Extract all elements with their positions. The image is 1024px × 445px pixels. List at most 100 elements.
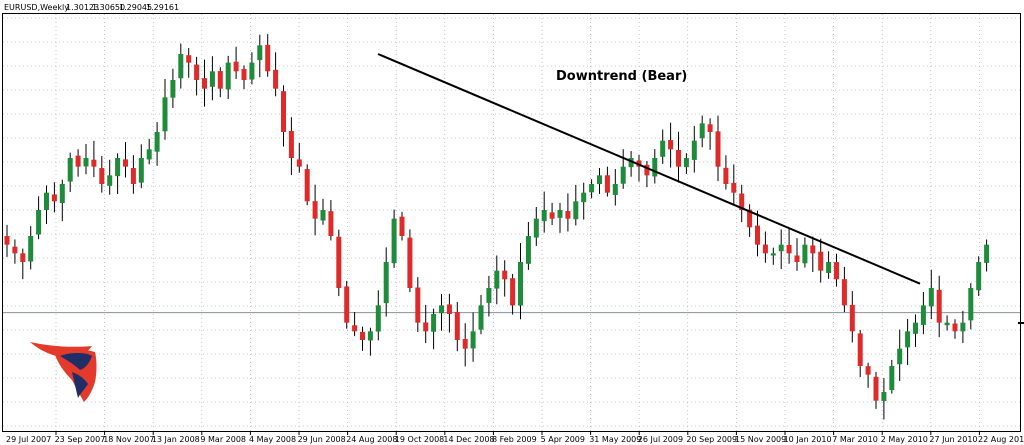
candle-bull (494, 270, 500, 289)
candle-bull (699, 123, 705, 139)
candle-bear (241, 68, 247, 80)
x-tick-label: 8 Feb 2009 (492, 435, 537, 444)
candle-bear (296, 159, 302, 167)
x-tick-label: 20 Sep 2009 (686, 435, 737, 444)
candle-bear (604, 175, 610, 193)
x-tick-label: 27 Jun 2010 (929, 435, 977, 444)
candle-bull (28, 236, 34, 262)
candle-bear (857, 333, 863, 366)
candle-bear (407, 237, 413, 288)
candle-bull (589, 184, 595, 193)
bull-logo (30, 342, 97, 402)
candle-bull (928, 288, 934, 307)
candle-bull (431, 314, 437, 332)
candle-bear (130, 168, 136, 184)
candle-bear (273, 69, 279, 89)
candle-bear (873, 376, 879, 401)
candle-bull (881, 392, 887, 402)
candle-bear (644, 164, 650, 176)
candle-bull (976, 262, 982, 291)
candle-bull (573, 201, 579, 220)
candle-bear (794, 255, 800, 262)
candle-bear (91, 159, 97, 167)
candle-bear (762, 244, 768, 254)
candle-bear (707, 124, 713, 132)
x-tick-label: 18 Nov 2007 (103, 435, 154, 444)
candle-bear (415, 287, 421, 323)
candle-bull (486, 288, 492, 303)
candle-bull (162, 97, 168, 132)
x-tick-label: 23 Sep 2007 (55, 435, 106, 444)
candle-bull (968, 288, 974, 321)
x-tick-label: 7 Mar 2010 (832, 435, 878, 444)
candlestick-series (4, 34, 990, 420)
candle-bear (668, 140, 674, 150)
candle-bull (383, 262, 389, 304)
candle-bull (107, 175, 113, 186)
candle-bear (51, 194, 57, 202)
candle-bear (936, 289, 942, 323)
candle-bear (344, 286, 350, 323)
candle-bear (202, 78, 207, 89)
candle-bull (170, 80, 176, 98)
candle-bull (67, 158, 73, 182)
candle-bull (557, 210, 563, 218)
candle-bear (328, 211, 334, 236)
candle-bull (115, 158, 121, 177)
candle-bear (186, 55, 192, 63)
candle-bull (770, 253, 776, 256)
candle-bull (889, 366, 895, 391)
candle-bull (541, 210, 547, 222)
candle-bull (257, 45, 263, 61)
candle-bear (755, 225, 760, 245)
downtrend-annotation: Downtrend (Bear) (556, 69, 687, 84)
candle-bear (288, 130, 294, 158)
chart-title: EURUSD,Weekly (4, 3, 69, 12)
candle-bull (470, 331, 476, 349)
candle-bull (778, 244, 784, 252)
candle-bull (691, 140, 697, 160)
candle-bear (99, 168, 105, 184)
candle-bull (138, 158, 144, 183)
ohlc-low: 1.29045 (119, 3, 152, 12)
downtrend-line (377, 53, 921, 285)
x-tick-label: 10 Jan 2010 (784, 435, 832, 444)
candle-bull (178, 54, 184, 79)
candle-bull (320, 210, 326, 221)
candle-bear (818, 251, 824, 271)
x-tick-label: 24 Aug 2008 (346, 435, 397, 444)
candle-bull (249, 62, 255, 80)
candle-bull (391, 218, 397, 264)
candle-bear (841, 279, 847, 306)
candle-bear (810, 245, 816, 254)
candle-bear (423, 322, 429, 332)
candle-bull (83, 158, 89, 167)
x-tick-label: 5 Apr 2009 (541, 435, 585, 444)
candle-bull (478, 305, 484, 330)
candle-bear (510, 278, 516, 306)
candle-bull (533, 218, 539, 238)
candle-bull (59, 184, 65, 204)
x-tick-label: 19 Oct 2008 (395, 435, 444, 444)
candle-bear (565, 211, 571, 219)
candle-bull (597, 175, 602, 185)
candle-bull (518, 262, 523, 306)
candle-bull (612, 184, 618, 195)
candle-bear (360, 331, 365, 340)
x-tick-label: 29 Jul 2007 (6, 435, 51, 444)
candle-bear (399, 216, 405, 236)
candle-bull (683, 158, 689, 168)
candle-bear (336, 236, 342, 288)
candle-bear (952, 323, 958, 332)
candle-bull (44, 192, 49, 211)
candle-bull (826, 262, 832, 273)
candle-bear (786, 244, 792, 254)
x-tick-label: 22 Aug 2010 (978, 435, 1024, 444)
x-tick-label: 9 Mar 2008 (200, 435, 246, 444)
candle-bull (525, 236, 531, 264)
x-tick-label: 29 Jun 2008 (298, 435, 346, 444)
candle-bear (865, 366, 871, 375)
candle-bear (281, 91, 286, 132)
candle-bear (739, 193, 745, 210)
candle-bull (146, 149, 152, 160)
